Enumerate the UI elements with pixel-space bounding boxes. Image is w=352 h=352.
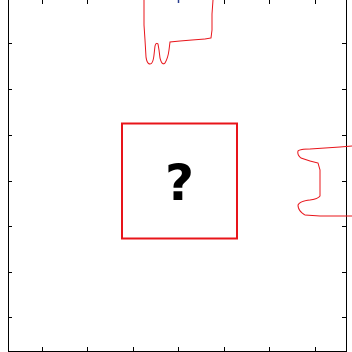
- right-contour-shape: [297, 145, 352, 217]
- left-ticks: [8, 43, 12, 318]
- mystery-box: [121, 122, 238, 240]
- top-contour-shape: [143, 0, 214, 65]
- bottom-ticks: [42, 347, 316, 352]
- top-ticks: [42, 0, 316, 4]
- mystery-question-mark: ?: [164, 153, 194, 212]
- right-ticks: [342, 43, 347, 318]
